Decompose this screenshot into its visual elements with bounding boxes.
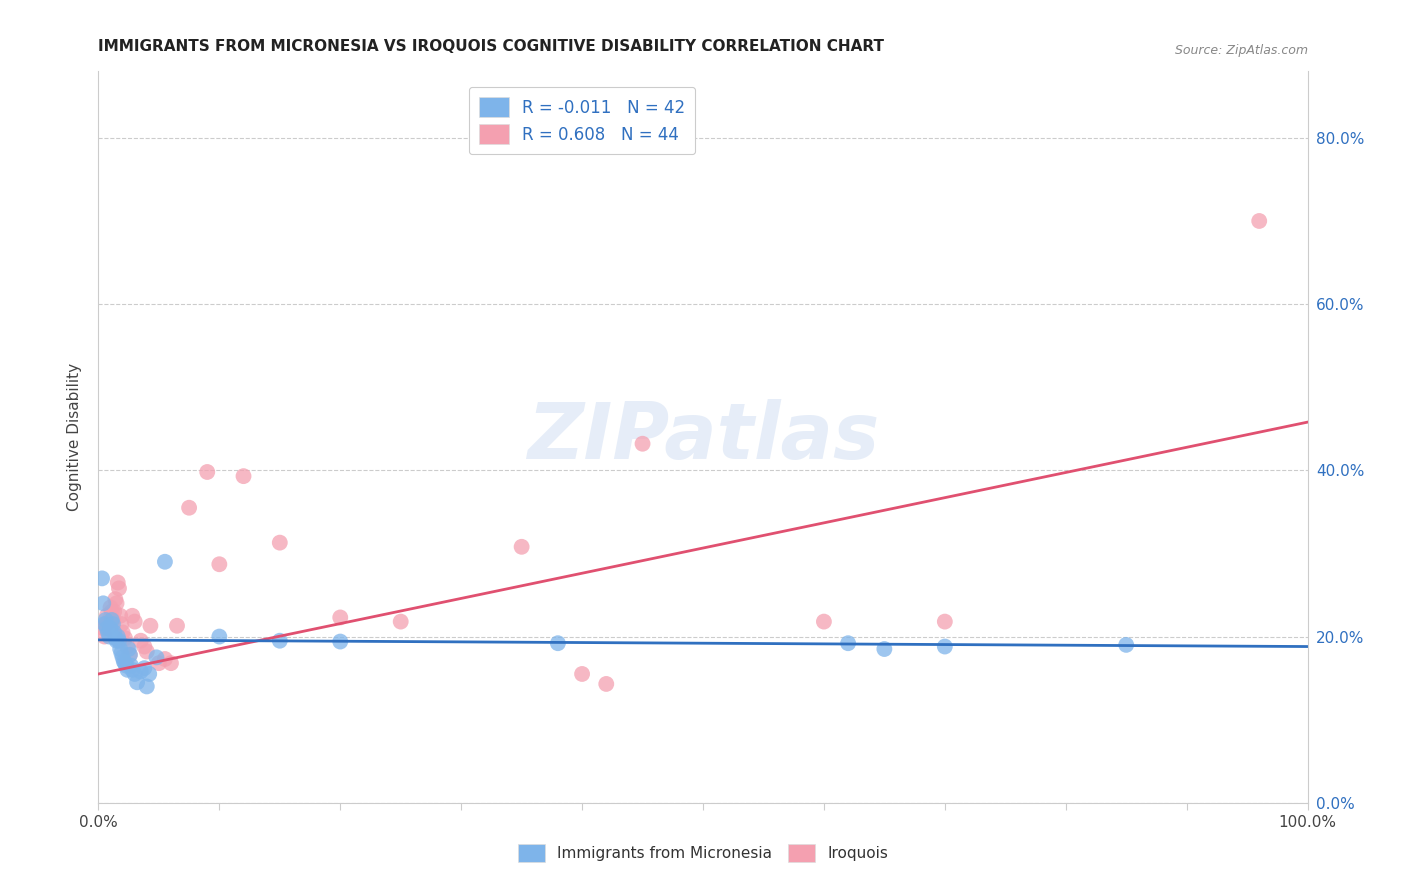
Point (100, 613, 122, 627)
Point (93, 617, 115, 632)
Point (269, 535, 291, 549)
Point (129, 633, 152, 648)
Point (934, 615, 956, 629)
Point (329, 634, 352, 648)
Point (166, 619, 188, 633)
Point (127, 675, 149, 690)
Point (97, 625, 120, 640)
Point (111, 625, 134, 640)
Point (112, 655, 135, 669)
Point (124, 615, 146, 629)
Point (118, 648, 141, 662)
Point (124, 667, 146, 681)
Text: Source: ZipAtlas.com: Source: ZipAtlas.com (1174, 44, 1308, 57)
Point (134, 640, 156, 654)
Point (110, 646, 132, 660)
Point (121, 663, 143, 677)
Point (813, 615, 835, 629)
Point (94, 617, 117, 632)
Point (134, 661, 156, 675)
Point (101, 613, 124, 627)
Point (873, 642, 896, 657)
Point (100, 600, 122, 615)
Y-axis label: Cognitive Disability: Cognitive Disability (67, 363, 83, 511)
Point (108, 642, 131, 657)
Point (94, 613, 117, 627)
Point (138, 667, 160, 681)
Point (104, 632, 127, 646)
Text: IMMIGRANTS FROM MICRONESIA VS IROQUOIS COGNITIVE DISABILITY CORRELATION CHART: IMMIGRANTS FROM MICRONESIA VS IROQUOIS C… (98, 38, 884, 54)
Point (129, 665, 152, 679)
Point (179, 500, 201, 515)
Point (96, 621, 118, 635)
Point (100, 605, 122, 619)
Point (160, 656, 183, 670)
Point (135, 680, 157, 694)
Point (98, 630, 121, 644)
Point (195, 465, 218, 479)
Point (115, 658, 138, 673)
Point (631, 436, 654, 450)
Point (208, 558, 231, 572)
Point (107, 630, 129, 644)
Point (208, 630, 231, 644)
Point (329, 610, 352, 624)
Point (389, 615, 412, 629)
Point (118, 648, 141, 662)
Point (103, 605, 125, 619)
Point (120, 658, 142, 673)
Point (1249, 214, 1271, 228)
Point (117, 640, 139, 654)
Point (98, 613, 121, 627)
Point (135, 644, 157, 658)
Point (97, 621, 120, 635)
Point (139, 619, 162, 633)
Point (108, 582, 131, 596)
Point (93, 630, 115, 644)
Point (107, 575, 129, 590)
Point (104, 592, 127, 607)
Point (114, 656, 136, 670)
Point (108, 608, 131, 623)
Point (1115, 638, 1137, 652)
Point (91, 571, 114, 585)
Point (153, 652, 176, 666)
Point (148, 656, 170, 670)
Legend: Immigrants from Micronesia, Iroquois: Immigrants from Micronesia, Iroquois (512, 838, 894, 868)
Point (96, 608, 118, 623)
Point (103, 625, 125, 640)
Point (111, 650, 134, 665)
Point (121, 608, 143, 623)
Point (934, 640, 956, 654)
Point (105, 596, 128, 610)
Point (571, 667, 593, 681)
Point (118, 642, 141, 657)
Point (114, 632, 136, 646)
Point (91, 621, 114, 635)
Point (101, 617, 124, 632)
Point (100, 621, 122, 635)
Point (153, 555, 176, 569)
Point (837, 636, 859, 650)
Point (91, 596, 114, 610)
Point (110, 617, 132, 632)
Point (117, 663, 139, 677)
Text: ZIPatlas: ZIPatlas (527, 399, 879, 475)
Point (595, 677, 617, 691)
Point (547, 636, 569, 650)
Point (269, 633, 291, 648)
Point (232, 469, 254, 483)
Point (105, 633, 128, 648)
Point (145, 650, 167, 665)
Point (510, 540, 533, 554)
Point (108, 633, 131, 648)
